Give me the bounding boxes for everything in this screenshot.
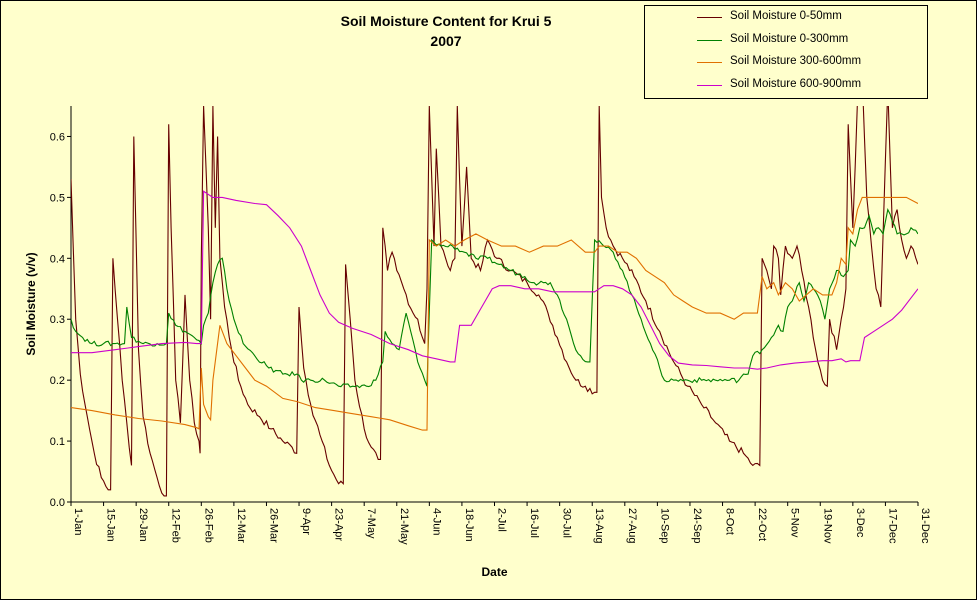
legend-swatch-0-50mm <box>697 17 722 18</box>
x-tick-label: 9-Apr <box>300 508 312 535</box>
legend-swatch-600-900mm <box>697 85 722 86</box>
y-tick-label: 0.0 <box>50 497 65 509</box>
y-tick-label: 0.1 <box>50 436 65 448</box>
y-axis-title: Soil Moisture (v/v) <box>24 252 38 355</box>
x-tick-label: 18-Jun <box>463 508 475 542</box>
x-tick-label: 8-Oct <box>724 508 736 535</box>
x-tick-label: 10-Sep <box>658 508 670 543</box>
series-line-soil-moisture-0-50mm <box>71 106 918 497</box>
x-tick-label: 2-Jul <box>496 508 508 532</box>
y-tick-label: 0.5 <box>50 192 65 204</box>
chart-title: Soil Moisture Content for Krui 5 <box>340 13 552 29</box>
x-tick-label: 17-Dec <box>886 508 898 544</box>
x-tick-label: 12-Mar <box>235 508 247 543</box>
x-tick-label: 30-Jul <box>561 508 573 538</box>
series-line-soil-moisture-600-900mm <box>71 190 918 370</box>
x-tick-label: 12-Feb <box>170 508 182 543</box>
legend-label-300-600mm: Soil Moisture 300-600mm <box>730 55 862 67</box>
legend-swatch-0-300mm <box>697 40 722 41</box>
y-tick-label: 0.3 <box>50 314 65 326</box>
legend-swatch-300-600mm <box>697 62 722 63</box>
x-tick-label: 23-Apr <box>333 508 345 541</box>
y-tick-label: 0.6 <box>50 131 65 143</box>
x-tick-label: 16-Jul <box>528 508 540 538</box>
x-tick-label: 5-Nov <box>789 508 801 538</box>
x-tick-label: 21-May <box>398 508 410 545</box>
legend-label-0-50mm: Soil Moisture 0-50mm <box>730 10 842 22</box>
legend-item-600-900mm: Soil Moisture 600-900mm <box>645 77 927 95</box>
chart-subtitle: 2007 <box>430 33 462 49</box>
y-tick-label: 0.4 <box>50 253 65 265</box>
legend-item-0-300mm: Soil Moisture 0-300mm <box>645 32 927 50</box>
legend-item-300-600mm: Soil Moisture 300-600mm <box>645 54 927 72</box>
legend-label-600-900mm: Soil Moisture 600-900mm <box>730 78 862 90</box>
x-tick-label: 13-Aug <box>593 508 605 543</box>
x-tick-label: 7-May <box>365 508 377 539</box>
x-tick-label: 31-Dec <box>919 508 931 544</box>
x-tick-label: 1-Jan <box>72 508 84 536</box>
x-tick-label: 27-Aug <box>626 508 638 543</box>
y-tick-label: 0.2 <box>50 375 65 387</box>
x-tick-label: 24-Sep <box>691 508 703 543</box>
x-axis-title: Date <box>481 565 507 579</box>
legend-label-0-300mm: Soil Moisture 0-300mm <box>730 33 849 45</box>
x-tick-label: 15-Jan <box>105 508 117 542</box>
x-tick-label: 3-Dec <box>854 508 866 538</box>
legend: Soil Moisture 0-50mm Soil Moisture 0-300… <box>644 5 928 99</box>
x-tick-label: 19-Nov <box>821 508 833 544</box>
x-tick-label: 4-Jun <box>430 508 442 536</box>
plot-area <box>71 106 918 502</box>
x-tick-label: 29-Jan <box>137 508 149 542</box>
legend-item-0-50mm: Soil Moisture 0-50mm <box>645 9 927 27</box>
x-tick-label: 22-Oct <box>756 508 768 541</box>
series-line-soil-moisture-300-600mm <box>71 196 918 431</box>
x-tick-label: 26-Feb <box>202 508 214 543</box>
series-line-soil-moisture-0-300mm <box>71 207 918 389</box>
x-tick-label: 26-Mar <box>267 508 279 543</box>
